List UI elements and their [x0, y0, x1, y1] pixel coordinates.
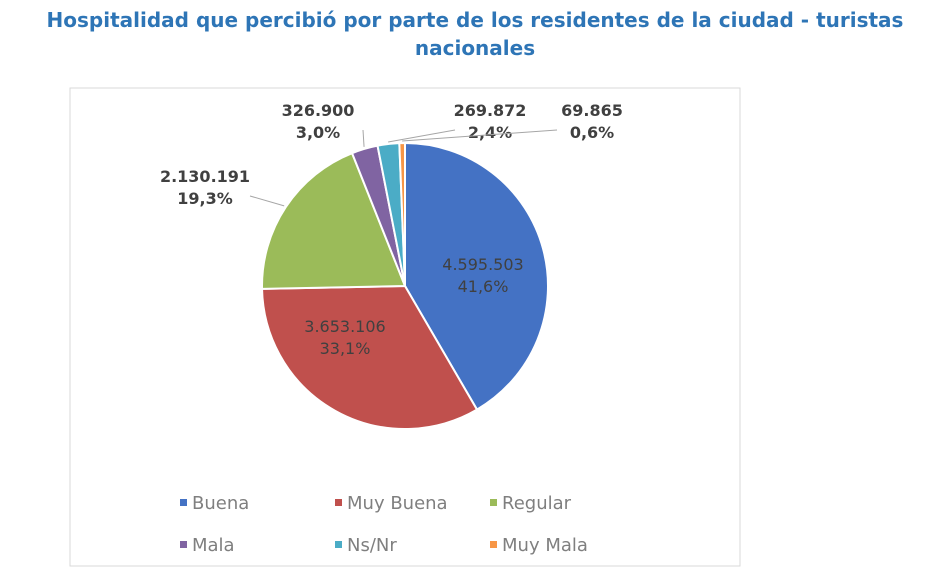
legend-label: Buena	[192, 493, 249, 514]
data-label: 69.865	[561, 101, 623, 120]
data-label: 3.653.106	[304, 317, 385, 336]
legend-marker	[490, 499, 497, 506]
legend-label: Ns/Nr	[347, 535, 397, 556]
leader-line	[388, 129, 456, 143]
legend-marker	[180, 541, 187, 548]
pie-slice	[398, 141, 406, 287]
leader-line	[362, 129, 365, 147]
percentage-label: 2,4%	[468, 123, 512, 142]
leader-line	[249, 195, 285, 207]
pie-slice	[261, 284, 479, 430]
legend-marker	[335, 499, 342, 506]
chart-title: Hospitalidad que percibió por parte de l…	[46, 8, 904, 60]
pie-slice	[261, 151, 407, 290]
percentage-label: 19,3%	[177, 189, 233, 208]
legend-label: Mala	[192, 535, 235, 556]
percentage-label: 41,6%	[458, 277, 509, 296]
legend-marker	[490, 541, 497, 548]
legend-marker	[335, 541, 342, 548]
pie-slice	[404, 141, 549, 411]
legend-marker	[180, 499, 187, 506]
percentage-label: 3,0%	[296, 123, 340, 142]
percentage-label: 33,1%	[320, 339, 371, 358]
legend-label: Muy Buena	[347, 493, 448, 514]
leader-line	[402, 129, 558, 142]
legend-label: Regular	[502, 493, 572, 514]
data-label: 2.130.191	[160, 167, 250, 186]
data-label: 4.595.503	[442, 255, 523, 274]
percentage-label: 0,6%	[570, 123, 614, 142]
data-label: 326.900	[282, 101, 355, 120]
legend-label: Muy Mala	[502, 535, 588, 556]
data-label: 269.872	[454, 101, 527, 120]
